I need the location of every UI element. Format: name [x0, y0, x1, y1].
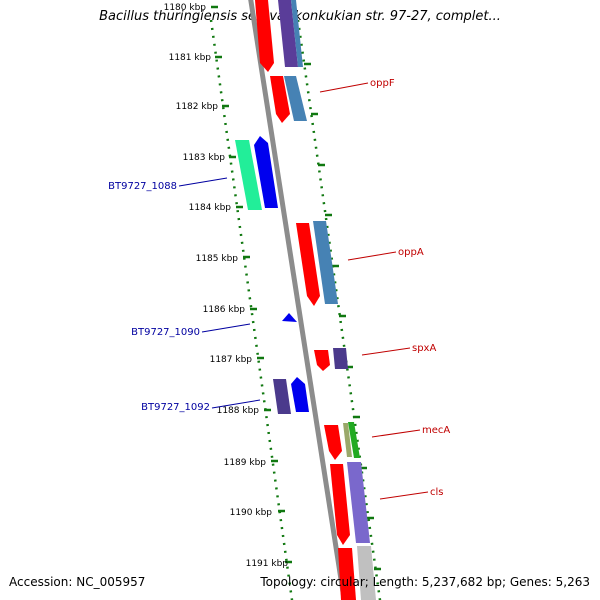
map-title: Bacillus thuringiensis serovar konkukian…: [99, 9, 501, 24]
ruler-label-1181: 1181 kbp: [169, 53, 212, 63]
ruler-label-1188: 1188 kbp: [217, 406, 260, 416]
ruler-label-1189: 1189 kbp: [224, 458, 267, 468]
feature-bt1088-green[interactable]: [235, 140, 262, 210]
right-ticks: [304, 62, 381, 571]
backbone-line: [248, 0, 347, 600]
feature-bottom-grey[interactable]: [357, 546, 376, 600]
left-guide-track: [209, 19, 294, 600]
ruler-label-1183: 1183 kbp: [183, 153, 226, 163]
label-spxA[interactable]: spxA: [412, 343, 436, 354]
feature-bt1090-blue[interactable]: [282, 313, 297, 322]
feature-blocks[interactable]: [255, 0, 376, 600]
feature-bt1088-blue[interactable]: [254, 136, 278, 208]
feature-bt1092-purple[interactable]: [273, 379, 291, 414]
ruler-label-1191: 1191 kbp: [246, 559, 289, 569]
label-bt9727-1092[interactable]: BT9727_1092: [141, 402, 210, 413]
locus-leaders: [178, 177, 261, 409]
feature-top-red[interactable]: [255, 0, 274, 72]
locus-blocks[interactable]: [235, 136, 309, 414]
feature-cls-purple[interactable]: [347, 462, 370, 543]
label-bt9727-1090[interactable]: BT9727_1090: [131, 327, 200, 338]
feature-mecA-tan[interactable]: [343, 423, 352, 457]
label-oppA[interactable]: oppA: [398, 247, 424, 258]
ruler-label-1180: 1180 kbp: [164, 3, 207, 13]
feature-oppA-blue[interactable]: [313, 221, 338, 304]
feature-spxA-purple[interactable]: [333, 348, 348, 369]
label-mecA[interactable]: mecA: [422, 425, 450, 436]
label-oppF[interactable]: oppF: [370, 78, 395, 89]
genome-summary-text: Topology: circular; Length: 5,237,682 bp…: [260, 575, 590, 589]
feature-oppF-red[interactable]: [270, 76, 290, 123]
feature-bottom-red[interactable]: [338, 548, 356, 600]
feature-bt1092-blue[interactable]: [291, 377, 309, 412]
ruler-label-1190: 1190 kbp: [230, 508, 273, 518]
feature-cls-red[interactable]: [330, 464, 350, 545]
label-cls[interactable]: cls: [430, 487, 444, 498]
feature-spxA-red[interactable]: [314, 350, 330, 371]
feature-mecA-green[interactable]: [348, 422, 360, 458]
label-bt9727-1088[interactable]: BT9727_1088: [108, 181, 177, 192]
feature-oppF-blue[interactable]: [284, 76, 307, 121]
feature-top-purple[interactable]: [278, 0, 298, 67]
ruler-label-1185: 1185 kbp: [196, 254, 239, 264]
ruler-label-1182: 1182 kbp: [176, 102, 219, 112]
ruler-label-1186: 1186 kbp: [203, 305, 246, 315]
accession-text: Accession: NC_005957: [9, 575, 146, 589]
ruler-label-1187: 1187 kbp: [210, 355, 253, 365]
ruler-label-1184: 1184 kbp: [189, 203, 232, 213]
feature-mecA-red[interactable]: [324, 425, 342, 460]
feature-top-blue[interactable]: [291, 0, 303, 67]
feature-oppA-red[interactable]: [296, 223, 320, 306]
feature-leaders: [319, 82, 429, 500]
ruler-ticks: [211, 5, 292, 564]
right-guide-track: [296, 19, 382, 600]
